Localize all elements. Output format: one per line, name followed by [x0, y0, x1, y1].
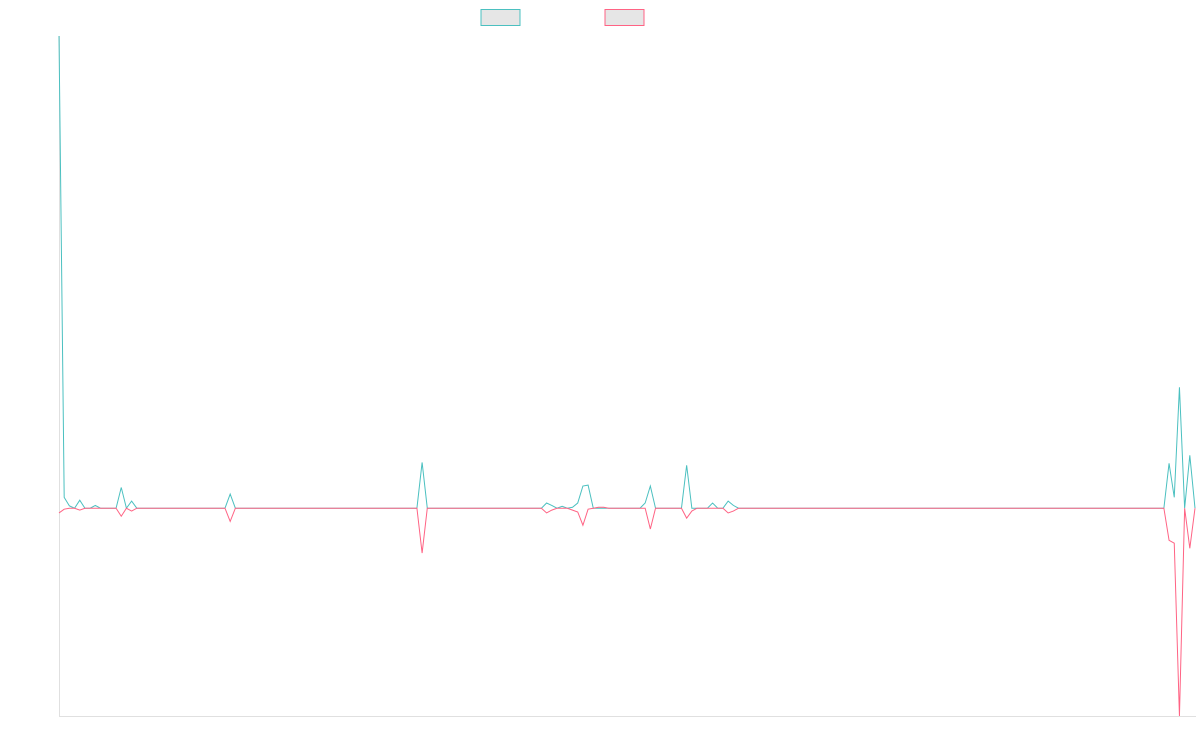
series-line [58, 506, 1196, 717]
series-line [58, 35, 1196, 510]
legend-swatch [604, 9, 645, 26]
legend-swatch [480, 9, 521, 26]
